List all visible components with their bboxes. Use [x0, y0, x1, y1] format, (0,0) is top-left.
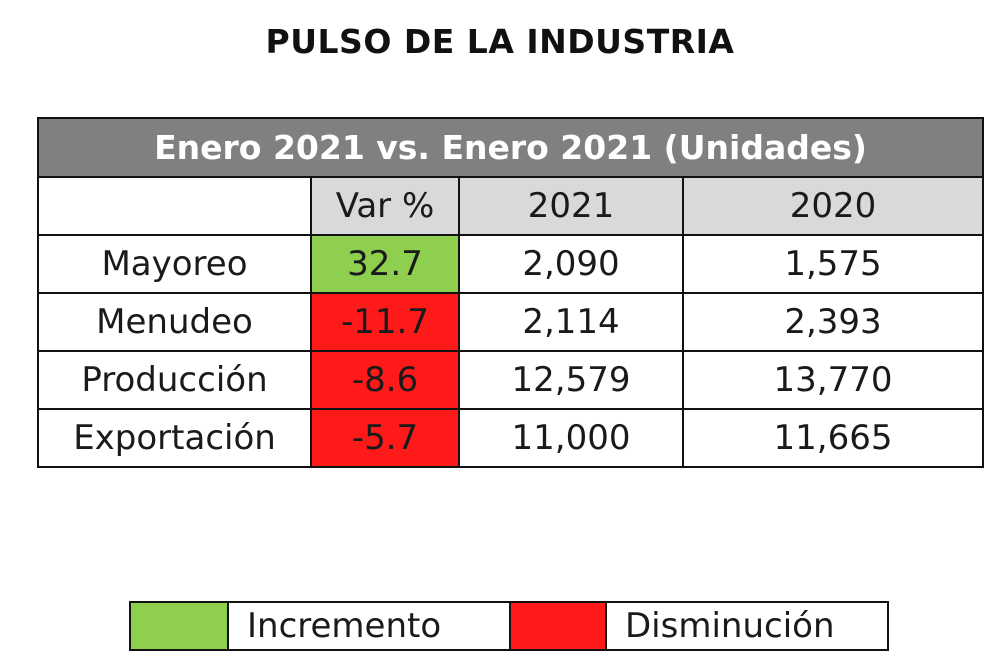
var-cell: -5.7 [310, 408, 460, 468]
value-2020: 13,770 [681, 350, 985, 410]
table-row: Producción -8.6 12,579 13,770 [37, 350, 985, 410]
page-title: PULSO DE LA INDUSTRIA [265, 22, 735, 61]
row-label: Mayoreo [37, 234, 312, 294]
industry-table: Enero 2021 vs. Enero 2021 (Unidades) Var… [36, 117, 985, 468]
table-row: Mayoreo 32.7 2,090 1,575 [37, 234, 985, 294]
row-label: Menudeo [37, 292, 312, 352]
header-blank [37, 176, 312, 236]
header-2021: 2021 [458, 176, 684, 236]
value-2020: 1,575 [681, 234, 985, 294]
table-row: Menudeo -11.7 2,114 2,393 [37, 292, 985, 352]
legend: Incremento Disminución [129, 601, 889, 651]
var-cell: -11.7 [310, 292, 460, 352]
var-cell: -8.6 [310, 350, 460, 410]
header-2020: 2020 [681, 176, 985, 236]
var-cell: 32.7 [310, 234, 460, 294]
value-2021: 11,000 [458, 408, 684, 468]
value-2021: 2,114 [458, 292, 684, 352]
table-banner: Enero 2021 vs. Enero 2021 (Unidades) [36, 117, 985, 178]
value-2020: 11,665 [681, 408, 985, 468]
increase-swatch [131, 603, 229, 649]
increase-label: Incremento [247, 606, 442, 646]
table-row: Exportación -5.7 11,000 11,665 [37, 408, 985, 468]
decrease-label: Disminución [625, 606, 835, 646]
row-label: Exportación [37, 408, 312, 468]
value-2020: 2,393 [681, 292, 985, 352]
value-2021: 12,579 [458, 350, 684, 410]
row-label: Producción [37, 350, 312, 410]
decrease-swatch [509, 603, 607, 649]
header-var: Var % [310, 176, 460, 236]
value-2021: 2,090 [458, 234, 684, 294]
